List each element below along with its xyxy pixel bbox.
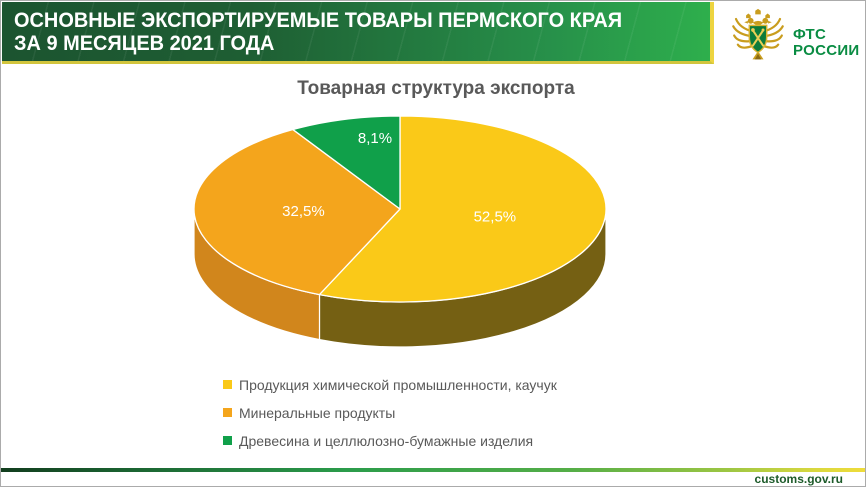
header-banner: ОСНОВНЫЕ ЭКСПОРТИРУЕМЫЕ ТОВАРЫ ПЕРМСКОГО…: [2, 2, 714, 64]
legend-label: Минеральные продукты: [239, 404, 396, 421]
chart-title: Товарная структура экспорта: [297, 78, 575, 99]
legend-swatch-icon: [223, 436, 232, 445]
legend-item: Древесина и целлюлозно-бумажные изделия: [223, 430, 557, 451]
fts-customs-emblem-icon: [732, 8, 784, 60]
legend-item: Продукция химической промышленности, кау…: [223, 374, 557, 395]
fts-logo: ФТС РОССИИ: [730, 8, 860, 63]
page-title: ОСНОВНЫЕ ЭКСПОРТИРУЕМЫЕ ТОВАРЫ ПЕРМСКОГО…: [14, 9, 622, 55]
legend-item: Минеральные продукты: [223, 402, 557, 423]
pie-slice: [292, 115, 401, 210]
footer-gradient-bar: [1, 468, 865, 472]
fts-org-name-line2: РОССИИ: [793, 42, 860, 59]
pie-slice-value-label: 8,1%: [358, 130, 392, 147]
page-title-line1: ОСНОВНЫЕ ЭКСПОРТИРУЕМЫЕ ТОВАРЫ ПЕРМСКОГО…: [14, 9, 623, 32]
fts-org-name: ФТС РОССИИ: [793, 8, 860, 59]
pie-slice-value-label: 52,5%: [474, 209, 517, 226]
legend-swatch-icon: [223, 408, 232, 417]
fts-org-name-line1: ФТС: [793, 26, 827, 43]
pie-slice-value-label: 32,5%: [282, 203, 325, 220]
legend-swatch-icon: [223, 380, 232, 389]
pie-slice: [318, 115, 607, 303]
legend-label: Древесина и целлюлозно-бумажные изделия: [239, 432, 534, 449]
page-title-line2: ЗА 9 МЕСЯЦЕВ 2021 ГОДА: [14, 32, 275, 55]
chart-legend: Продукция химической промышленности, кау…: [223, 374, 557, 458]
customs-website-link[interactable]: customs.gov.ru: [754, 472, 843, 486]
legend-label: Продукция химической промышленности, кау…: [239, 376, 557, 393]
